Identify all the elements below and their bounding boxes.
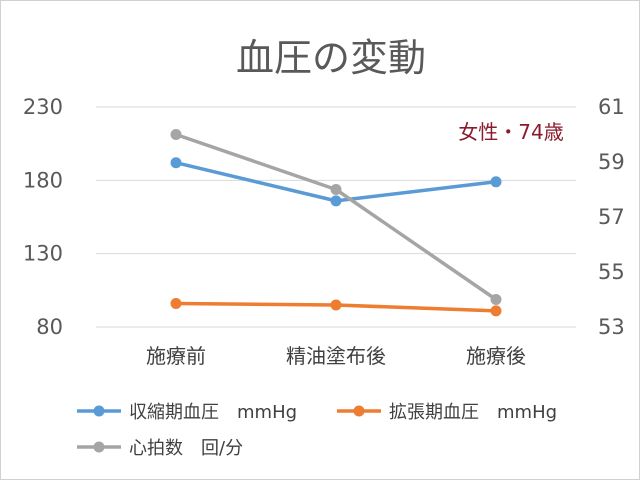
left-axis-tick-label: 130 <box>23 242 63 266</box>
left-axis-tick-label: 230 <box>23 95 63 119</box>
legend-label: 心拍数 回/分 <box>129 438 243 459</box>
data-point <box>490 294 502 305</box>
category-label: 施療前 <box>146 344 206 368</box>
series-line <box>175 161 497 203</box>
category-label: 精油塗布後 <box>286 344 386 368</box>
right-axis-tick-label: 57 <box>598 205 625 229</box>
right-axis-tick-label: 59 <box>598 150 625 174</box>
data-point <box>170 298 182 310</box>
data-point <box>170 129 182 140</box>
left-axis-tick-label: 80 <box>36 315 63 339</box>
data-point <box>330 184 342 195</box>
legend-swatch-marker <box>353 405 365 417</box>
legend-swatch-marker <box>93 405 105 417</box>
right-axis-tick-label: 61 <box>598 95 625 119</box>
series-line <box>175 132 497 301</box>
data-point <box>490 305 502 317</box>
legend-label: 収縮期血圧 mmHg <box>129 402 297 423</box>
chart-annotation: 女性・74歳 <box>458 120 563 144</box>
legend-swatch-marker <box>93 441 105 453</box>
data-point <box>330 195 342 207</box>
category-label: 施療後 <box>466 344 526 368</box>
right-axis-tick-label: 53 <box>598 315 625 339</box>
data-point <box>170 157 182 169</box>
data-point <box>490 176 502 188</box>
right-axis-tick-label: 55 <box>598 260 625 284</box>
data-point <box>330 299 342 311</box>
chart-title: 血圧の変動 <box>236 36 426 80</box>
legend-label: 拡張期血圧 mmHg <box>389 402 557 423</box>
left-axis-tick-label: 180 <box>23 168 63 192</box>
